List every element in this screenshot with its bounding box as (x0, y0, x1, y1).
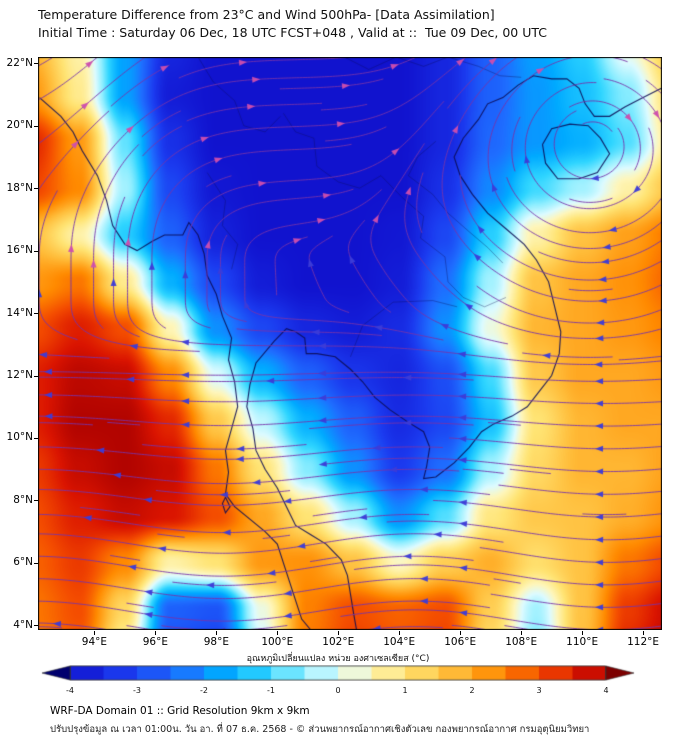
y-axis-tick-label: 22°N (6, 56, 33, 69)
x-axis-tick-label: 94°E (81, 636, 108, 648)
y-axis-tick-mark (34, 562, 38, 564)
colorbar-tick-label: 1 (402, 686, 408, 695)
x-axis-tick-mark (582, 631, 584, 635)
y-axis-tick-label: 10°N (6, 431, 33, 444)
x-axis-tick-label: 106°E (444, 636, 477, 648)
y-axis-tick-mark (34, 375, 38, 377)
colorbar-tick-label: -2 (200, 686, 208, 695)
footer-domain-info: WRF-DA Domain 01 :: Grid Resolution 9km … (50, 705, 310, 717)
colorbar-canvas (40, 665, 636, 681)
x-axis-tick-mark (643, 631, 645, 635)
y-axis-tick-mark (34, 437, 38, 439)
colorbar-tick-label: -3 (133, 686, 141, 695)
colorbar-tick-label: -4 (66, 686, 74, 695)
x-axis-tick-mark (277, 631, 279, 635)
x-axis-tick-mark (399, 631, 401, 635)
y-axis-tick-label: 8°N (13, 493, 33, 506)
y-axis-tick-label: 6°N (13, 556, 33, 569)
x-axis-tick-mark (521, 631, 523, 635)
footer-credit: ปรับปรุงข้อมูล ณ เวลา 01:00น. วัน อา. ที… (50, 724, 590, 735)
colorbar-tick-label: 3 (536, 686, 542, 695)
y-axis-tick-label: 4°N (13, 618, 33, 631)
title-line-2: Initial Time : Saturday 06 Dec, 18 UTC F… (38, 25, 547, 40)
colorbar-tick-label: 2 (469, 686, 475, 695)
y-axis-tick-mark (34, 313, 38, 315)
y-axis-tick-mark (34, 125, 38, 127)
y-axis-tick-mark (34, 188, 38, 190)
x-axis-tick-label: 112°E (627, 636, 660, 648)
colorbar-tick-label: -1 (267, 686, 275, 695)
y-axis-tick-mark (34, 250, 38, 252)
x-axis-tick-label: 96°E (142, 636, 168, 648)
x-axis-tick-mark (460, 631, 462, 635)
x-axis-tick-mark (216, 631, 218, 635)
colorbar-tick-label: 0 (335, 686, 341, 695)
colorbar-tick-label: 4 (603, 686, 609, 695)
x-axis-tick-label: 102°E (322, 636, 355, 648)
map-plot-area: 22°N 20°N 18°N 16°N 14°N 12°N 10°N 8°N 6°N 4°N 94… (7, 57, 662, 648)
y-axis-tick-mark (34, 625, 38, 627)
x-axis-tick-label: 108°E (505, 636, 538, 648)
y-axis-tick-label: 18°N (6, 181, 33, 194)
x-axis-tick-mark (338, 631, 340, 635)
x-axis-tick-label: 110°E (566, 636, 599, 648)
y-axis-tick-mark (34, 63, 38, 65)
map-canvas (38, 57, 662, 630)
y-axis-tick-label: 14°N (6, 306, 33, 319)
y-axis-tick-label: 20°N (6, 119, 33, 132)
x-axis-tick-mark (94, 631, 96, 635)
x-axis-tick-label: 104°E (383, 636, 416, 648)
x-axis-tick-label: 98°E (203, 636, 229, 648)
y-axis-tick-label: 16°N (6, 244, 33, 257)
title-line-1: Temperature Difference from 23°C and Win… (38, 7, 495, 22)
y-axis-tick-mark (34, 500, 38, 502)
colorbar-label: อุณหภูมิเปลี่ยนแปลง หน่วย องศาเซลเซียส (… (246, 654, 430, 664)
x-axis-tick-mark (155, 631, 157, 635)
x-axis-tick-label: 100°E (261, 636, 294, 648)
y-axis-tick-label: 12°N (6, 369, 33, 381)
